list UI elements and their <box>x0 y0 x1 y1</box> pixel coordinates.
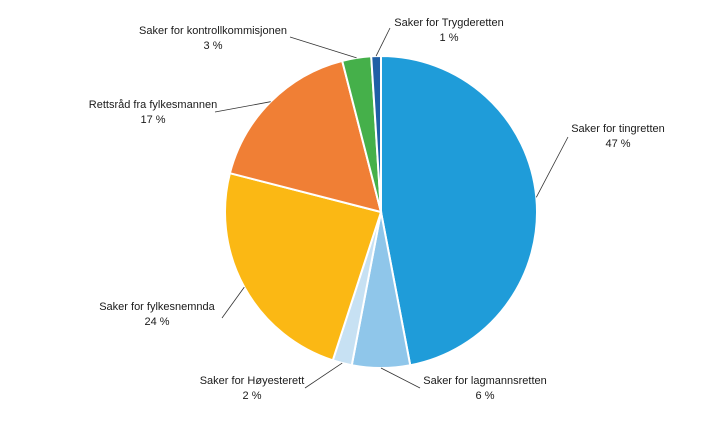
leader-line <box>380 367 421 389</box>
slice-percent-label: 1 % <box>440 32 459 44</box>
slice-name-label: Rettsråd fra fylkesmannen <box>89 99 217 111</box>
label-tingretten: Saker for tingretten 47 % <box>571 123 665 150</box>
slice-name-label: Saker for lagmannsretten <box>423 375 547 387</box>
leader-line <box>535 136 569 198</box>
leader-line <box>289 36 357 59</box>
slice-percent-label: 6 % <box>476 390 495 402</box>
label-kontrollkommisjonen: Saker for kontrollkommisjonen 3 % <box>139 25 287 52</box>
slice-name-label: Saker for Høyesterett <box>200 375 305 387</box>
slice-percent-label: 17 % <box>140 114 165 126</box>
slice-name-label: Saker for kontrollkommisjonen <box>139 25 287 37</box>
slice-percent-label: 24 % <box>144 316 169 328</box>
label-trygderetten: Saker for Trygderetten 1 % <box>394 17 503 44</box>
slice-name-label: Saker for Trygderetten <box>394 17 503 29</box>
leader-line <box>375 27 391 57</box>
slice-percent-label: 47 % <box>605 138 630 150</box>
label-fylkesnemnda: Saker for fylkesnemnda 24 % <box>99 301 215 328</box>
slice-percent-label: 2 % <box>243 390 262 402</box>
leader-line <box>214 101 271 113</box>
slice-name-label: Saker for fylkesnemnda <box>99 301 215 313</box>
leader-line <box>221 286 245 319</box>
pie-slice <box>380 54 538 367</box>
leader-lines <box>214 27 569 389</box>
pie-slices <box>224 54 538 369</box>
label-hoyesterett: Saker for Høyesterett 2 % <box>200 375 305 402</box>
pie-slice <box>224 171 383 362</box>
leader-line <box>304 362 343 389</box>
slice-name-label: Saker for tingretten <box>571 123 665 135</box>
label-lagmannsretten: Saker for lagmannsretten 6 % <box>423 375 547 402</box>
label-fylkesmannen: Rettsråd fra fylkesmannen 17 % <box>89 99 217 126</box>
slice-percent-label: 3 % <box>204 40 223 52</box>
pie-slice <box>228 59 383 214</box>
